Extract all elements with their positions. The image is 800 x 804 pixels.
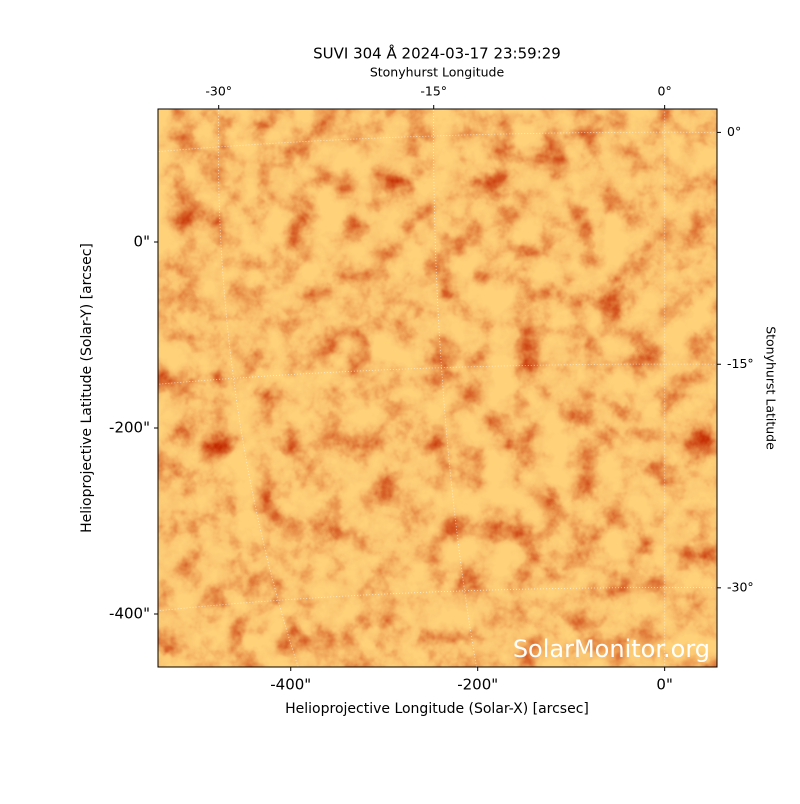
lat-tick-label: 0° (727, 124, 741, 139)
watermark: SolarMonitor.org (513, 635, 710, 663)
x2-axis-label: Stonyhurst Longitude (370, 65, 505, 80)
lat-tick-label: -15° (727, 356, 754, 371)
chart-title: SUVI 304 Å 2024-03-17 23:59:29 (313, 44, 561, 63)
x-tick-label: 0" (656, 676, 672, 694)
lat-tick-label: -30° (727, 579, 754, 594)
plot-frame (157, 108, 718, 668)
x-axis-label: Helioprojective Longitude (Solar-X) [arc… (285, 701, 589, 717)
solar-image (158, 109, 717, 667)
lon-grid-line (433, 109, 477, 667)
lat-grid-line (158, 363, 717, 385)
y2-axis-label: Stonyhurst Latitude (764, 326, 779, 450)
x-tick-label: -400" (270, 676, 311, 694)
y-axis-label: Helioprojective Latitude (Solar-Y) [arcs… (79, 243, 95, 533)
y-tick-label: -200" (109, 418, 150, 436)
x-tick-label: -200" (457, 676, 498, 694)
lon-tick-label: -30° (205, 84, 232, 99)
y-tick-label: -400" (109, 604, 150, 622)
lon-tick-label: -15° (420, 84, 447, 99)
lon-tick-label: 0° (658, 84, 672, 99)
y-tick-label: 0" (134, 232, 150, 250)
